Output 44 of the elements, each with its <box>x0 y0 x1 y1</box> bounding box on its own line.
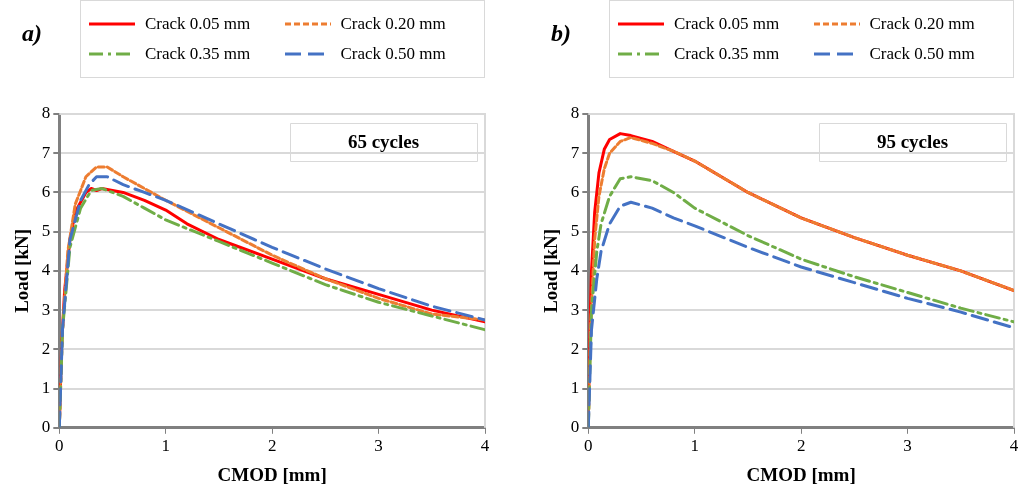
y-axis-title: Load [kN] <box>11 228 33 313</box>
y-tick-label: 7 <box>570 142 580 162</box>
y-tick-label: 4 <box>570 260 580 280</box>
x-tick-label: 1 <box>161 436 170 456</box>
legend-label: Crack 0.35 mm <box>674 44 780 64</box>
x-tick-label: 3 <box>903 436 912 456</box>
legend-label: Crack 0.05 mm <box>145 14 251 34</box>
y-tick-label: 6 <box>570 181 580 201</box>
y-tick-label: 1 <box>41 378 51 398</box>
legend-label: Crack 0.50 mm <box>340 44 446 64</box>
x-tick-label: 0 <box>584 436 593 456</box>
y-tick-label: 5 <box>41 221 51 241</box>
annotation: 95 cycles <box>876 130 949 152</box>
x-tick-label: 2 <box>796 436 806 456</box>
y-tick-label: 2 <box>570 338 580 358</box>
x-tick-label: 0 <box>55 436 64 456</box>
y-tick-label: 8 <box>41 103 51 123</box>
legend-label: Crack 0.20 mm <box>340 14 446 34</box>
legend-label: Crack 0.35 mm <box>145 44 251 64</box>
y-tick-label: 5 <box>570 221 580 241</box>
annotation: 65 cycles <box>347 130 420 152</box>
x-tick-label: 3 <box>374 436 383 456</box>
y-tick-label: 4 <box>41 260 51 280</box>
y-tick-label: 8 <box>570 103 580 123</box>
x-tick-label: 4 <box>480 436 490 456</box>
x-tick-label: 2 <box>267 436 277 456</box>
y-tick-label: 1 <box>570 378 580 398</box>
y-tick-label: 2 <box>41 338 51 358</box>
y-tick-label: 3 <box>570 299 580 319</box>
x-axis-title: CMOD [mm] <box>746 463 856 485</box>
legend-label: Crack 0.50 mm <box>869 44 975 64</box>
y-tick-label: 7 <box>41 142 51 162</box>
x-tick-label: 4 <box>1009 436 1019 456</box>
legend-label: Crack 0.20 mm <box>869 14 975 34</box>
y-axis-title: Load [kN] <box>540 228 562 313</box>
chart-title: b) <box>551 20 571 47</box>
y-tick-label: 6 <box>41 181 51 201</box>
x-tick-label: 1 <box>690 436 699 456</box>
x-axis-title: CMOD [mm] <box>217 463 327 485</box>
y-tick-label: 3 <box>41 299 51 319</box>
y-tick-label: 0 <box>570 417 580 437</box>
y-tick-label: 0 <box>41 417 51 437</box>
legend-label: Crack 0.05 mm <box>674 14 780 34</box>
chart-title: a) <box>22 20 42 47</box>
